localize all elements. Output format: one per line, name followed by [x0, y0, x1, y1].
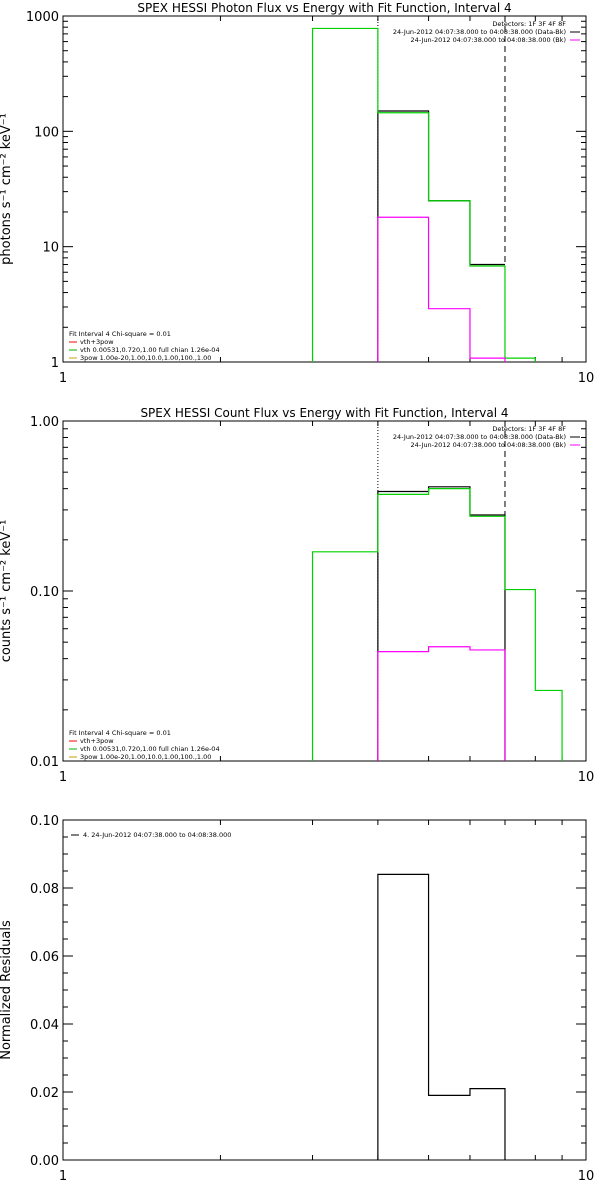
legend-top-line: 24-Jun-2012 04:07:38.000 to 04:08:38.000…	[393, 28, 566, 36]
panel-title: SPEX HESSI Count Flux vs Energy with Fit…	[140, 406, 508, 420]
plot-frame	[62, 420, 587, 762]
plot-frame	[62, 15, 587, 363]
y-axis-label: photons s⁻¹ cm⁻² keV⁻¹	[0, 113, 14, 265]
y-axis-label: counts s⁻¹ cm⁻² keV⁻¹	[0, 520, 14, 663]
legend-top-line: 24-Jun-2012 04:07:38.000 to 04:08:38.000…	[411, 441, 566, 449]
x-tick-label: 10	[578, 1169, 595, 1184]
legend-bottom-line: 3pow 1.00e-20,1.00,10.0,1.00,100.,1.00	[80, 354, 211, 362]
y-tick-label: 0.08	[30, 882, 59, 897]
series-background	[377, 646, 506, 761]
series-data	[377, 110, 505, 362]
x-tick-label: 1	[59, 770, 67, 785]
series-data	[377, 486, 506, 761]
y-tick-label: 0.02	[30, 1086, 59, 1101]
y-tick-label: 1	[51, 356, 59, 371]
legend-bottom-line: Fit Interval 4 Chi-square = 0.01	[69, 729, 171, 737]
y-tick-label: 0.04	[30, 1018, 59, 1033]
y-tick-label: 0.00	[30, 1154, 59, 1169]
panel-title: SPEX HESSI Photon Flux vs Energy with Fi…	[137, 1, 511, 15]
legend-bottom-line: vth+3pow	[80, 338, 114, 346]
legend-bottom-line: Fit Interval 4 Chi-square = 0.01	[69, 330, 171, 338]
legend-top-line: 24-Jun-2012 04:07:38.000 to 04:08:38.000…	[393, 433, 566, 441]
legend-bottom-line: vth 0.00531,0.720,1.00 full chian 1.26e-…	[80, 745, 220, 753]
legend-top-line: Detectors: 1F 3F 4F 8F	[492, 20, 566, 28]
y-tick-label: 0.01	[30, 755, 59, 770]
series-model	[311, 488, 563, 761]
series-model	[311, 27, 536, 362]
legend-bottom-line: vth 0.00531,0.720,1.00 full chian 1.26e-…	[80, 346, 220, 354]
legend-top-line: 24-Jun-2012 04:07:38.000 to 04:08:38.000…	[411, 36, 566, 44]
x-tick-label: 10	[578, 770, 595, 785]
y-tick-label: 1.00	[30, 415, 59, 430]
x-tick-label: 10	[578, 371, 595, 386]
y-tick-label: 1000	[26, 10, 59, 25]
legend-bottom-line: 3pow 1.00e-20,1.00,10.0,1.00,100.,1.00	[80, 753, 211, 761]
y-tick-label: 10	[42, 241, 59, 256]
series-background	[377, 216, 506, 362]
series-residual	[377, 873, 506, 1160]
y-tick-label: 100	[34, 125, 59, 140]
plot-frame	[62, 819, 587, 1161]
y-tick-label: 0.10	[30, 814, 59, 829]
y-tick-label: 0.10	[30, 585, 59, 600]
x-tick-label: 1	[59, 371, 67, 386]
legend-top-line: Detectors: 1F 3F 4F 8F	[492, 425, 566, 433]
legend-line: 4. 24-Jun-2012 04:07:38.000 to 04:08:38.…	[83, 831, 231, 839]
x-tick-label: 1	[59, 1169, 67, 1184]
legend-bottom-line: vth+3pow	[80, 737, 114, 745]
y-tick-label: 0.06	[30, 950, 59, 965]
y-axis-label: Normalized Residuals	[0, 920, 14, 1060]
